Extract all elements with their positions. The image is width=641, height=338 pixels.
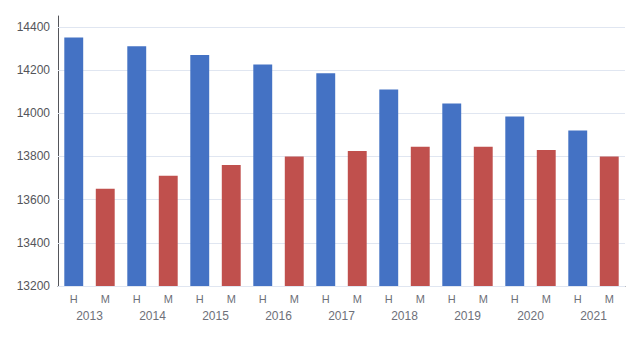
svg-text:M: M [227, 293, 236, 305]
svg-text:2015: 2015 [202, 309, 229, 323]
svg-text:H: H [259, 293, 267, 305]
svg-text:M: M [416, 293, 425, 305]
svg-text:14000: 14000 [17, 106, 51, 120]
svg-text:H: H [70, 293, 78, 305]
svg-text:14400: 14400 [17, 20, 51, 34]
svg-text:H: H [322, 293, 330, 305]
svg-text:14200: 14200 [17, 63, 51, 77]
svg-text:2017: 2017 [328, 309, 355, 323]
svg-text:H: H [385, 293, 393, 305]
svg-text:H: H [511, 293, 519, 305]
svg-text:2019: 2019 [454, 309, 481, 323]
svg-text:H: H [133, 293, 141, 305]
svg-text:H: H [448, 293, 456, 305]
svg-text:13200: 13200 [17, 279, 51, 293]
svg-text:M: M [290, 293, 299, 305]
svg-text:2021: 2021 [580, 309, 607, 323]
svg-text:M: M [542, 293, 551, 305]
svg-text:13400: 13400 [17, 236, 51, 250]
svg-text:M: M [101, 293, 110, 305]
svg-text:2013: 2013 [76, 309, 103, 323]
svg-text:H: H [196, 293, 204, 305]
svg-text:2020: 2020 [517, 309, 544, 323]
svg-text:2018: 2018 [391, 309, 418, 323]
svg-text:13800: 13800 [17, 149, 51, 163]
svg-text:13600: 13600 [17, 193, 51, 207]
svg-text:M: M [353, 293, 362, 305]
svg-text:M: M [479, 293, 488, 305]
svg-text:2014: 2014 [139, 309, 166, 323]
svg-text:2016: 2016 [265, 309, 292, 323]
svg-text:H: H [574, 293, 582, 305]
svg-text:M: M [164, 293, 173, 305]
svg-text:M: M [605, 293, 614, 305]
